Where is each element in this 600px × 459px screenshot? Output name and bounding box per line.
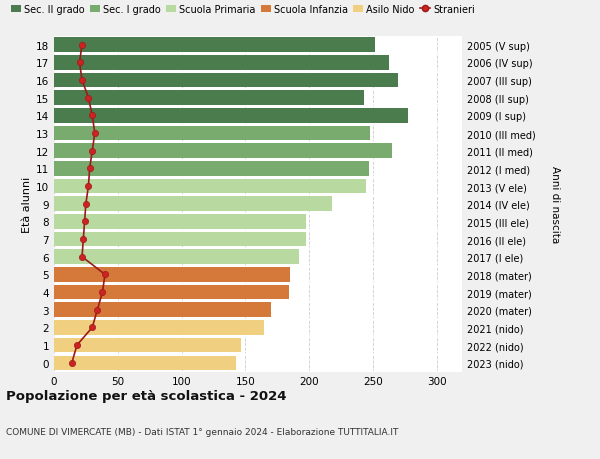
Bar: [54, 232, 307, 247]
Bar: [54, 109, 409, 123]
Bar: [54, 38, 376, 53]
Bar: [54, 250, 299, 264]
Y-axis label: Età alunni: Età alunni: [22, 176, 32, 232]
Text: Popolazione per età scolastica - 2024: Popolazione per età scolastica - 2024: [6, 389, 287, 403]
Text: COMUNE DI VIMERCATE (MB) - Dati ISTAT 1° gennaio 2024 - Elaborazione TUTTITALIA.: COMUNE DI VIMERCATE (MB) - Dati ISTAT 1°…: [6, 427, 398, 436]
Bar: [54, 215, 307, 229]
Bar: [54, 268, 290, 282]
Bar: [54, 179, 367, 194]
Bar: [54, 127, 370, 141]
Bar: [54, 320, 265, 335]
Bar: [54, 356, 236, 370]
Y-axis label: Anni di nascita: Anni di nascita: [550, 166, 560, 243]
Bar: [54, 338, 241, 353]
Bar: [54, 73, 398, 88]
Bar: [54, 285, 289, 300]
Bar: [54, 197, 332, 212]
Bar: [54, 91, 364, 106]
Bar: [54, 144, 392, 158]
Bar: [54, 303, 271, 317]
Bar: [54, 162, 369, 176]
Bar: [54, 56, 389, 70]
Legend: Sec. II grado, Sec. I grado, Scuola Primaria, Scuola Infanzia, Asilo Nido, Stran: Sec. II grado, Sec. I grado, Scuola Prim…: [11, 5, 475, 15]
